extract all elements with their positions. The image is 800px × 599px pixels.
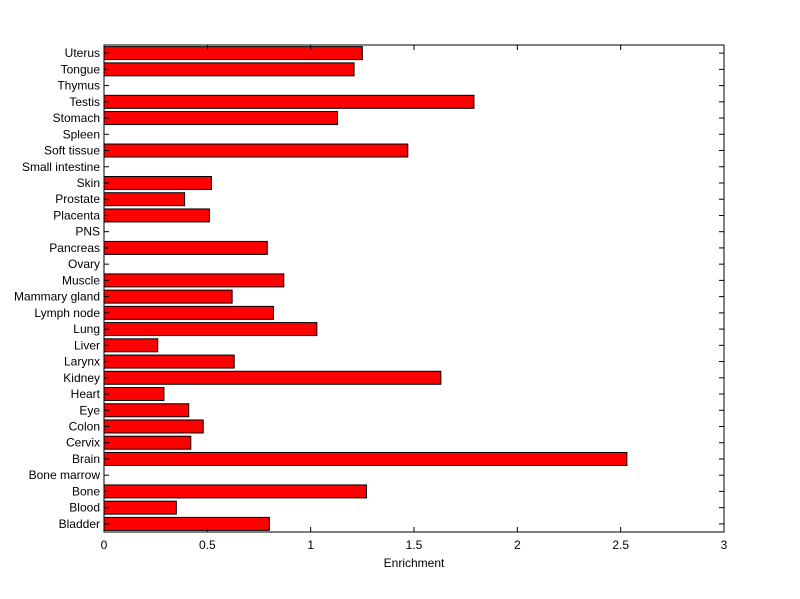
category-label-soft-tissue: Soft tissue xyxy=(44,144,100,158)
category-label-small-intestine: Small intestine xyxy=(22,160,100,174)
category-label-muscle: Muscle xyxy=(62,273,100,287)
category-labels: Bladder Blood Bone Bone marrow Brain Cervix Co… xyxy=(14,46,101,531)
category-label-pns: PNS xyxy=(75,225,100,239)
plot-area xyxy=(103,44,725,533)
bar-skin xyxy=(103,175,212,190)
category-label-bone-marrow: Bone marrow xyxy=(29,468,101,482)
bars-group xyxy=(103,46,628,531)
category-label-thymus: Thymus xyxy=(57,79,100,93)
x-axis-title: Enrichment xyxy=(384,556,445,570)
bar-kidney xyxy=(103,370,442,385)
bar-mammary-gland xyxy=(103,289,233,304)
x-tick-label: 3 xyxy=(721,538,728,552)
category-label-mammary-gland: Mammary gland xyxy=(14,290,100,304)
category-label-ovary: Ovary xyxy=(68,257,100,271)
category-label-kidney: Kidney xyxy=(63,371,100,385)
category-label-pancreas: Pancreas xyxy=(49,241,100,255)
bar-lymph-node xyxy=(103,305,274,320)
category-label-placenta: Placenta xyxy=(53,208,100,222)
bar-testis xyxy=(103,94,475,109)
x-tick-label: 0 xyxy=(101,538,108,552)
category-label-spleen: Spleen xyxy=(63,127,100,141)
bar-muscle xyxy=(103,273,285,288)
category-label-cervix: Cervix xyxy=(66,436,100,450)
x-tick-label: 2 xyxy=(514,538,521,552)
bar-colon xyxy=(103,419,204,434)
bar-liver xyxy=(103,338,159,353)
x-tick-label: 1 xyxy=(307,538,314,552)
bar-placenta xyxy=(103,208,210,223)
bar-soft-tissue xyxy=(103,143,409,158)
bar-bladder xyxy=(103,516,270,531)
bar-heart xyxy=(103,387,165,402)
bar-uterus xyxy=(103,46,363,61)
category-label-eye: Eye xyxy=(79,403,100,417)
category-label-stomach: Stomach xyxy=(53,111,100,125)
category-label-prostate: Prostate xyxy=(55,192,100,206)
bar-lung xyxy=(103,322,318,337)
x-tick-label: 1.5 xyxy=(406,538,423,552)
bar-larynx xyxy=(103,354,235,369)
category-label-skin: Skin xyxy=(77,176,100,190)
bar-prostate xyxy=(103,192,186,207)
category-label-bladder: Bladder xyxy=(59,517,100,531)
category-label-lymph-node: Lymph node xyxy=(34,306,100,320)
bar-pancreas xyxy=(103,240,268,255)
category-label-colon: Colon xyxy=(69,419,100,433)
category-label-tongue: Tongue xyxy=(61,62,101,76)
x-tick-labels: 0 0.5 1 1.5 2 2.5 3 xyxy=(101,538,728,552)
bar-tongue xyxy=(103,62,355,77)
category-label-bone: Bone xyxy=(72,484,100,498)
ticks-group xyxy=(103,45,725,532)
category-label-testis: Testis xyxy=(69,95,100,109)
bar-blood xyxy=(103,500,177,515)
bar-bone xyxy=(103,484,367,499)
category-label-larynx: Larynx xyxy=(64,355,100,369)
x-tick-label: 0.5 xyxy=(199,538,216,552)
category-label-heart: Heart xyxy=(71,387,101,401)
category-label-brain: Brain xyxy=(72,452,100,466)
category-label-blood: Blood xyxy=(69,501,100,515)
bar-eye xyxy=(103,403,190,418)
category-label-uterus: Uterus xyxy=(65,46,100,60)
bar-brain xyxy=(103,451,628,466)
bar-cervix xyxy=(103,435,192,450)
bar-stomach xyxy=(103,111,339,126)
category-label-liver: Liver xyxy=(74,338,100,352)
category-label-lung: Lung xyxy=(73,322,100,336)
x-tick-label: 2.5 xyxy=(612,538,629,552)
